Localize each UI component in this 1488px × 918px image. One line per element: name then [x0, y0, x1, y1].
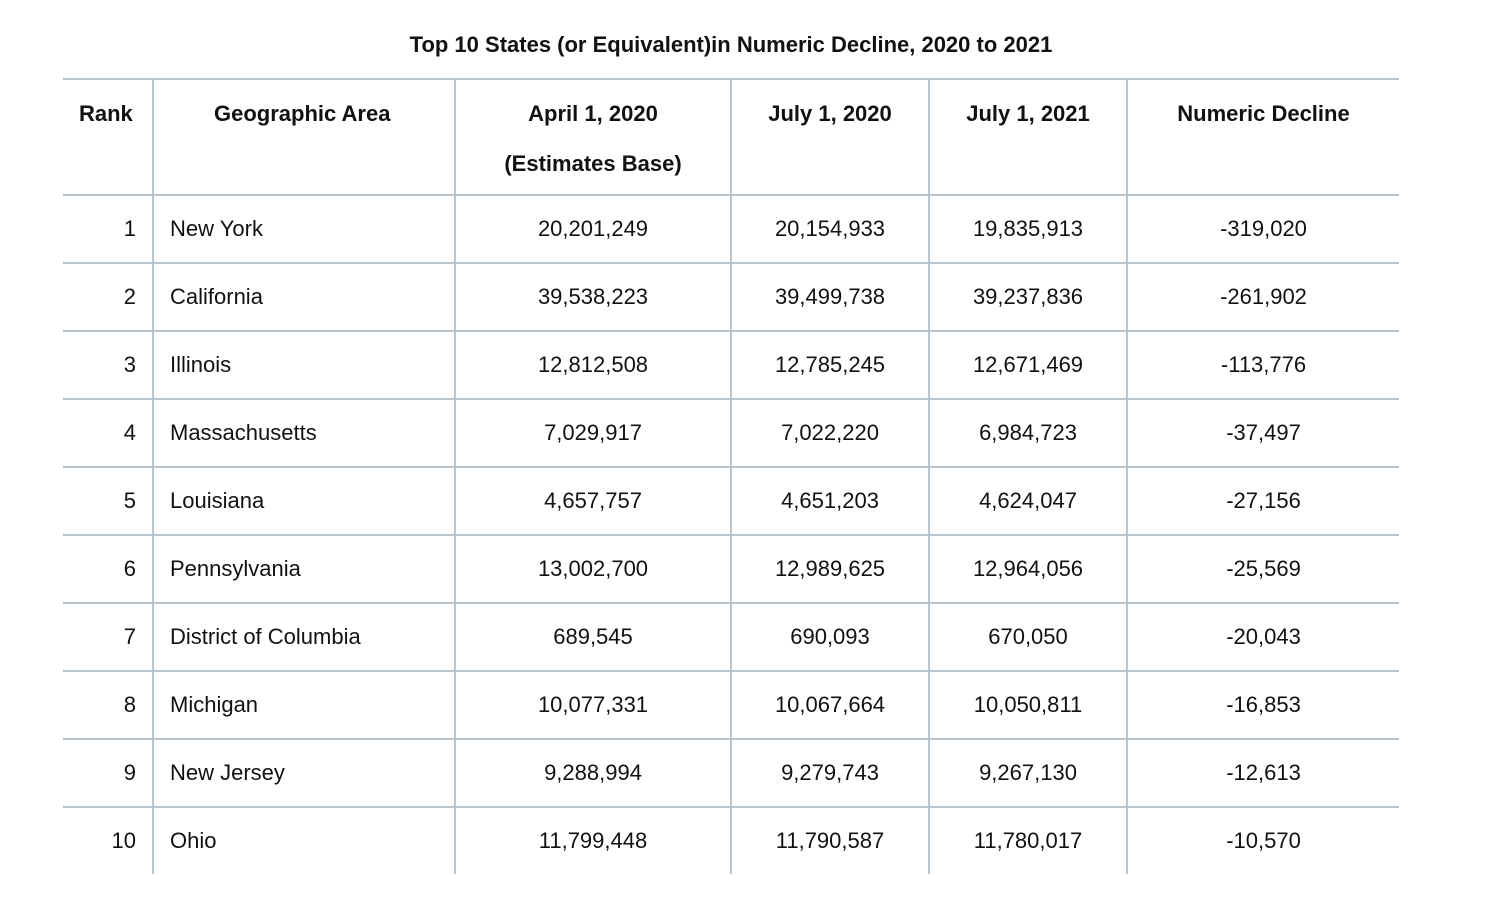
july-2021-cell: 19,835,913 [928, 194, 1127, 263]
july-2021-cell: 670,050 [928, 602, 1127, 671]
numeric-decline-cell: -113,776 [1126, 330, 1399, 399]
table-row: 9 New Jersey 9,288,994 9,279,743 9,267,130 -1… [63, 738, 1399, 807]
july-2020-cell: 39,499,738 [730, 262, 929, 331]
numeric-decline-cell: -27,156 [1126, 466, 1399, 535]
numeric-decline-cell: -261,902 [1126, 262, 1399, 331]
area-cell: New Jersey [152, 738, 455, 807]
numeric-decline-cell: -319,020 [1126, 194, 1399, 263]
table-row: 2 California 39,538,223 39,499,738 39,237,83… [63, 262, 1399, 331]
rank-cell: 9 [63, 738, 153, 807]
area-cell: Louisiana [152, 466, 455, 535]
header-july-2020: July 1, 2020 [730, 78, 929, 195]
area-cell: California [152, 262, 455, 331]
april-2020-cell: 9,288,994 [454, 738, 731, 807]
july-2021-cell: 4,624,047 [928, 466, 1127, 535]
july-2021-cell: 6,984,723 [928, 398, 1127, 467]
april-2020-cell: 13,002,700 [454, 534, 731, 603]
numeric-decline-cell: -37,497 [1126, 398, 1399, 467]
july-2020-cell: 9,279,743 [730, 738, 929, 807]
april-2020-cell: 4,657,757 [454, 466, 731, 535]
july-2021-cell: 9,267,130 [928, 738, 1127, 807]
rank-cell: 4 [63, 398, 153, 467]
july-2021-cell: 10,050,811 [928, 670, 1127, 739]
april-2020-cell: 11,799,448 [454, 806, 731, 874]
july-2020-cell: 11,790,587 [730, 806, 929, 874]
table-title: Top 10 States (or Equivalent)in Numeric … [409, 32, 1053, 57]
numeric-decline-cell: -20,043 [1126, 602, 1399, 671]
july-2021-cell: 11,780,017 [928, 806, 1127, 874]
table-row: 6 Pennsylvania 13,002,700 12,989,625 12,964,… [63, 534, 1399, 603]
april-2020-cell: 689,545 [454, 602, 731, 671]
header-april-2020: April 1, 2020 (Estimates Base) [454, 78, 731, 195]
area-cell: Ohio [152, 806, 455, 874]
area-cell: Massachusetts [152, 398, 455, 467]
decline-table: Rank Geographic Area April 1, 2020 (Esti… [63, 78, 1399, 874]
july-2020-cell: 4,651,203 [730, 466, 929, 535]
table-row: 1 New York 20,201,249 20,154,933 19,835,913-… [63, 194, 1399, 263]
numeric-decline-cell: -16,853 [1126, 670, 1399, 739]
header-row: Rank Geographic Area April 1, 2020 (Esti… [63, 78, 1399, 195]
table-row: 10 Ohio 11,799,448 11,790,587 11,780,017 -10,… [63, 806, 1399, 874]
april-2020-cell: 7,029,917 [454, 398, 731, 467]
april-2020-cell: 12,812,508 [454, 330, 731, 399]
header-geographic-area: Geographic Area [152, 78, 455, 195]
numeric-decline-cell: -10,570 [1126, 806, 1399, 874]
header-april-2020-line2: (Estimates Base) [504, 151, 682, 176]
rank-cell: 3 [63, 330, 153, 399]
rank-cell: 8 [63, 670, 153, 739]
rank-cell: 7 [63, 602, 153, 671]
april-2020-cell: 10,077,331 [454, 670, 731, 739]
april-2020-cell: 20,201,249 [454, 194, 731, 263]
rank-cell: 6 [63, 534, 153, 603]
july-2020-cell: 10,067,664 [730, 670, 929, 739]
table-body: 1 New York 20,201,249 20,154,933 19,835,913-… [63, 194, 1399, 874]
july-2020-cell: 20,154,933 [730, 194, 929, 263]
header-numeric-decline: Numeric Decline [1126, 78, 1399, 195]
rank-cell: 10 [63, 806, 153, 874]
table-row: 4 Massachusetts 7,029,917 7,022,220 6,984,72… [63, 398, 1399, 467]
july-2020-cell: 12,785,245 [730, 330, 929, 399]
july-2020-cell: 12,989,625 [730, 534, 929, 603]
july-2020-cell: 690,093 [730, 602, 929, 671]
area-cell: District of Columbia [152, 602, 455, 671]
july-2021-cell: 12,671,469 [928, 330, 1127, 399]
rank-cell: 1 [63, 194, 153, 263]
numeric-decline-cell: -12,613 [1126, 738, 1399, 807]
header-rank: Rank [63, 78, 153, 195]
rank-cell: 2 [63, 262, 153, 331]
table-row: 7 District of Columbia 689,545 690,093 670,0… [63, 602, 1399, 671]
july-2021-cell: 12,964,056 [928, 534, 1127, 603]
numeric-decline-cell: -25,569 [1126, 534, 1399, 603]
table-row: 8 Michigan 10,077,331 10,067,664 10,050,811-… [63, 670, 1399, 739]
area-cell: Illinois [152, 330, 455, 399]
header-july-2021: July 1, 2021 [928, 78, 1127, 195]
table-row: 3 Illinois 12,812,508 12,785,245 12,671,469-… [63, 330, 1399, 399]
area-cell: Pennsylvania [152, 534, 455, 603]
header-april-2020-line1: April 1, 2020 [528, 101, 658, 126]
area-cell: Michigan [152, 670, 455, 739]
area-cell: New York [152, 194, 455, 263]
table-header: Rank Geographic Area April 1, 2020 (Esti… [63, 78, 1399, 195]
april-2020-cell: 39,538,223 [454, 262, 731, 331]
table-row: 5 Louisiana 4,657,757 4,651,203 4,624,047 -27… [63, 466, 1399, 535]
july-2021-cell: 39,237,836 [928, 262, 1127, 331]
rank-cell: 5 [63, 466, 153, 535]
july-2020-cell: 7,022,220 [730, 398, 929, 467]
